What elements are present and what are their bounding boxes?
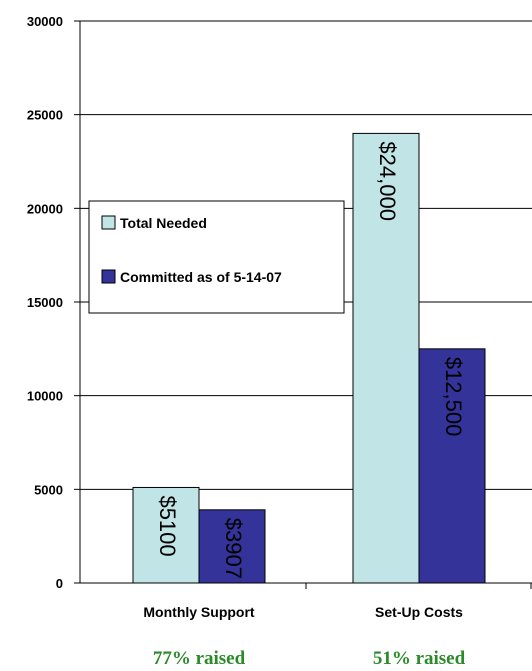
bar-monthly-support-1 (198, 509, 266, 584)
data-label: $12,500 (441, 357, 466, 437)
y-tick-label: 5000 (34, 482, 63, 497)
data-labels: $5100 $3907 $24,000 $12,500 (155, 141, 466, 579)
bar-monthly-support-0 (132, 486, 200, 584)
bar-set-up-costs-0 (352, 132, 420, 584)
y-tick-label: 10000 (27, 389, 63, 404)
data-label: $5100 (155, 495, 180, 556)
caption-monthly-support: 77% raised (152, 648, 246, 669)
data-label: $3907 (221, 518, 246, 579)
x-tick-label: Monthly Support (143, 604, 255, 620)
bar-set-up-costs-1 (418, 348, 486, 584)
legend-swatch (101, 215, 116, 230)
data-label: $24,000 (375, 141, 400, 221)
legend-swatch (101, 269, 116, 284)
legend-box (88, 200, 345, 314)
legend-entry: Committed as of 5-14-07 (120, 269, 282, 285)
y-tick-label: 15000 (27, 295, 63, 310)
y-tick-label: 25000 (27, 108, 63, 123)
y-tick-label: 0 (56, 576, 63, 591)
x-tick-label: Set-Up Costs (375, 604, 463, 620)
y-tick-label: 30000 (27, 14, 63, 29)
y-tick-label: 20000 (27, 201, 63, 216)
caption-set-up-costs: 51% raised (372, 648, 466, 669)
bars (132, 132, 486, 584)
legend-entry: Total Needed (120, 215, 207, 231)
legend: Total Needed Committed as of 5-14-07 (88, 200, 345, 314)
